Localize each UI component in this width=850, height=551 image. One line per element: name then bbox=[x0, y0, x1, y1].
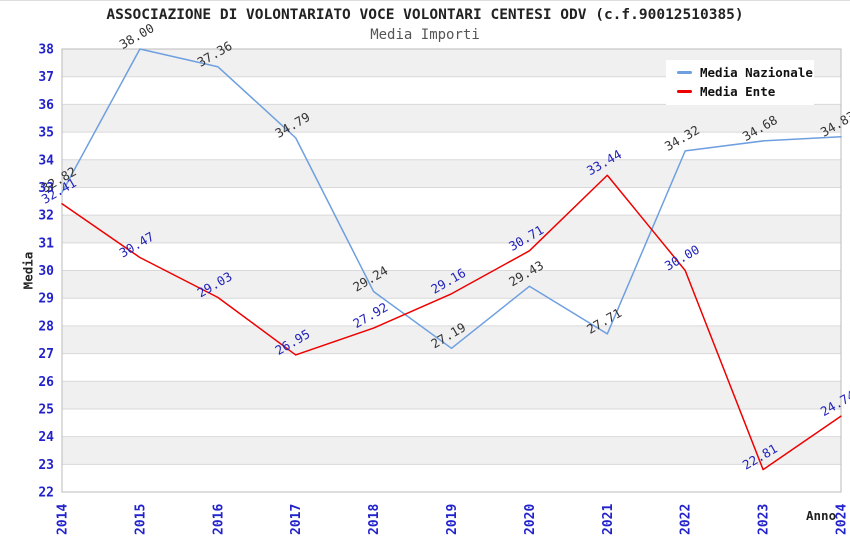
y-tick-label: 28 bbox=[38, 319, 54, 334]
grid-band bbox=[62, 408, 841, 437]
y-tick-label: 38 bbox=[38, 43, 54, 58]
x-tick-label: 2020 bbox=[523, 504, 538, 535]
grid-band bbox=[62, 187, 841, 216]
grid-band bbox=[62, 464, 841, 492]
y-tick-label: 35 bbox=[38, 126, 54, 141]
grid-band bbox=[62, 381, 841, 409]
legend-swatch-blue-line-icon bbox=[677, 71, 692, 74]
data-label: 38.00 bbox=[117, 20, 157, 52]
y-tick-label: 23 bbox=[38, 458, 54, 473]
series-line-media-nazionale bbox=[61, 48, 842, 350]
grid-band bbox=[62, 298, 841, 326]
legend-item-media-nazionale: Media Nazionale bbox=[666, 63, 814, 82]
y-tick-label: 27 bbox=[38, 347, 54, 362]
x-tick-label: 2016 bbox=[211, 504, 226, 535]
series-line-media-ente bbox=[61, 174, 842, 471]
grid-band bbox=[62, 159, 841, 188]
grid-band bbox=[62, 353, 841, 382]
y-tick-label: 25 bbox=[38, 402, 54, 417]
x-tick-label: 2023 bbox=[757, 504, 772, 535]
x-tick-label: 2014 bbox=[56, 504, 71, 535]
y-tick-label: 34 bbox=[38, 153, 54, 168]
grid-band bbox=[62, 215, 841, 243]
y-tick-label: 36 bbox=[38, 98, 54, 113]
x-tick-label: 2018 bbox=[367, 504, 382, 535]
grid-band bbox=[62, 436, 841, 465]
grid-band bbox=[62, 242, 841, 271]
x-tick-label: 2019 bbox=[445, 504, 460, 535]
x-axis-title: Anno bbox=[806, 508, 837, 523]
legend-item-media-ente: Media Ente bbox=[666, 82, 814, 101]
y-tick-label: 32 bbox=[38, 209, 54, 224]
x-tick-label: 2022 bbox=[679, 504, 694, 535]
x-tick-label: 2017 bbox=[289, 504, 304, 535]
y-tick-label: 24 bbox=[38, 430, 54, 445]
y-tick-label: 26 bbox=[38, 375, 54, 390]
legend-swatch-red-line-icon bbox=[677, 90, 692, 93]
plot-border bbox=[61, 48, 842, 493]
grid-band bbox=[62, 132, 841, 160]
chart-subtitle: Media Importi bbox=[370, 27, 480, 43]
chart-title: ASSOCIAZIONE DI VOLONTARIATO VOCE VOLONT… bbox=[106, 7, 744, 23]
y-tick-label: 33 bbox=[38, 181, 54, 196]
y-tick-label: 30 bbox=[38, 264, 54, 279]
y-axis-title: Media bbox=[20, 251, 36, 290]
legend-label: Media Ente bbox=[700, 84, 776, 99]
grid-band bbox=[62, 104, 841, 133]
x-tick-label: 2024 bbox=[835, 504, 850, 535]
x-tick-label: 2021 bbox=[601, 504, 616, 535]
y-tick-label: 37 bbox=[38, 70, 54, 85]
y-tick-label: 31 bbox=[38, 236, 54, 251]
legend: Media Nazionale Media Ente bbox=[666, 60, 814, 105]
x-tick-label: 2015 bbox=[133, 504, 148, 535]
y-tick-label: 29 bbox=[38, 292, 54, 307]
y-tick-label: 22 bbox=[38, 486, 54, 501]
legend-label: Media Nazionale bbox=[700, 65, 813, 80]
